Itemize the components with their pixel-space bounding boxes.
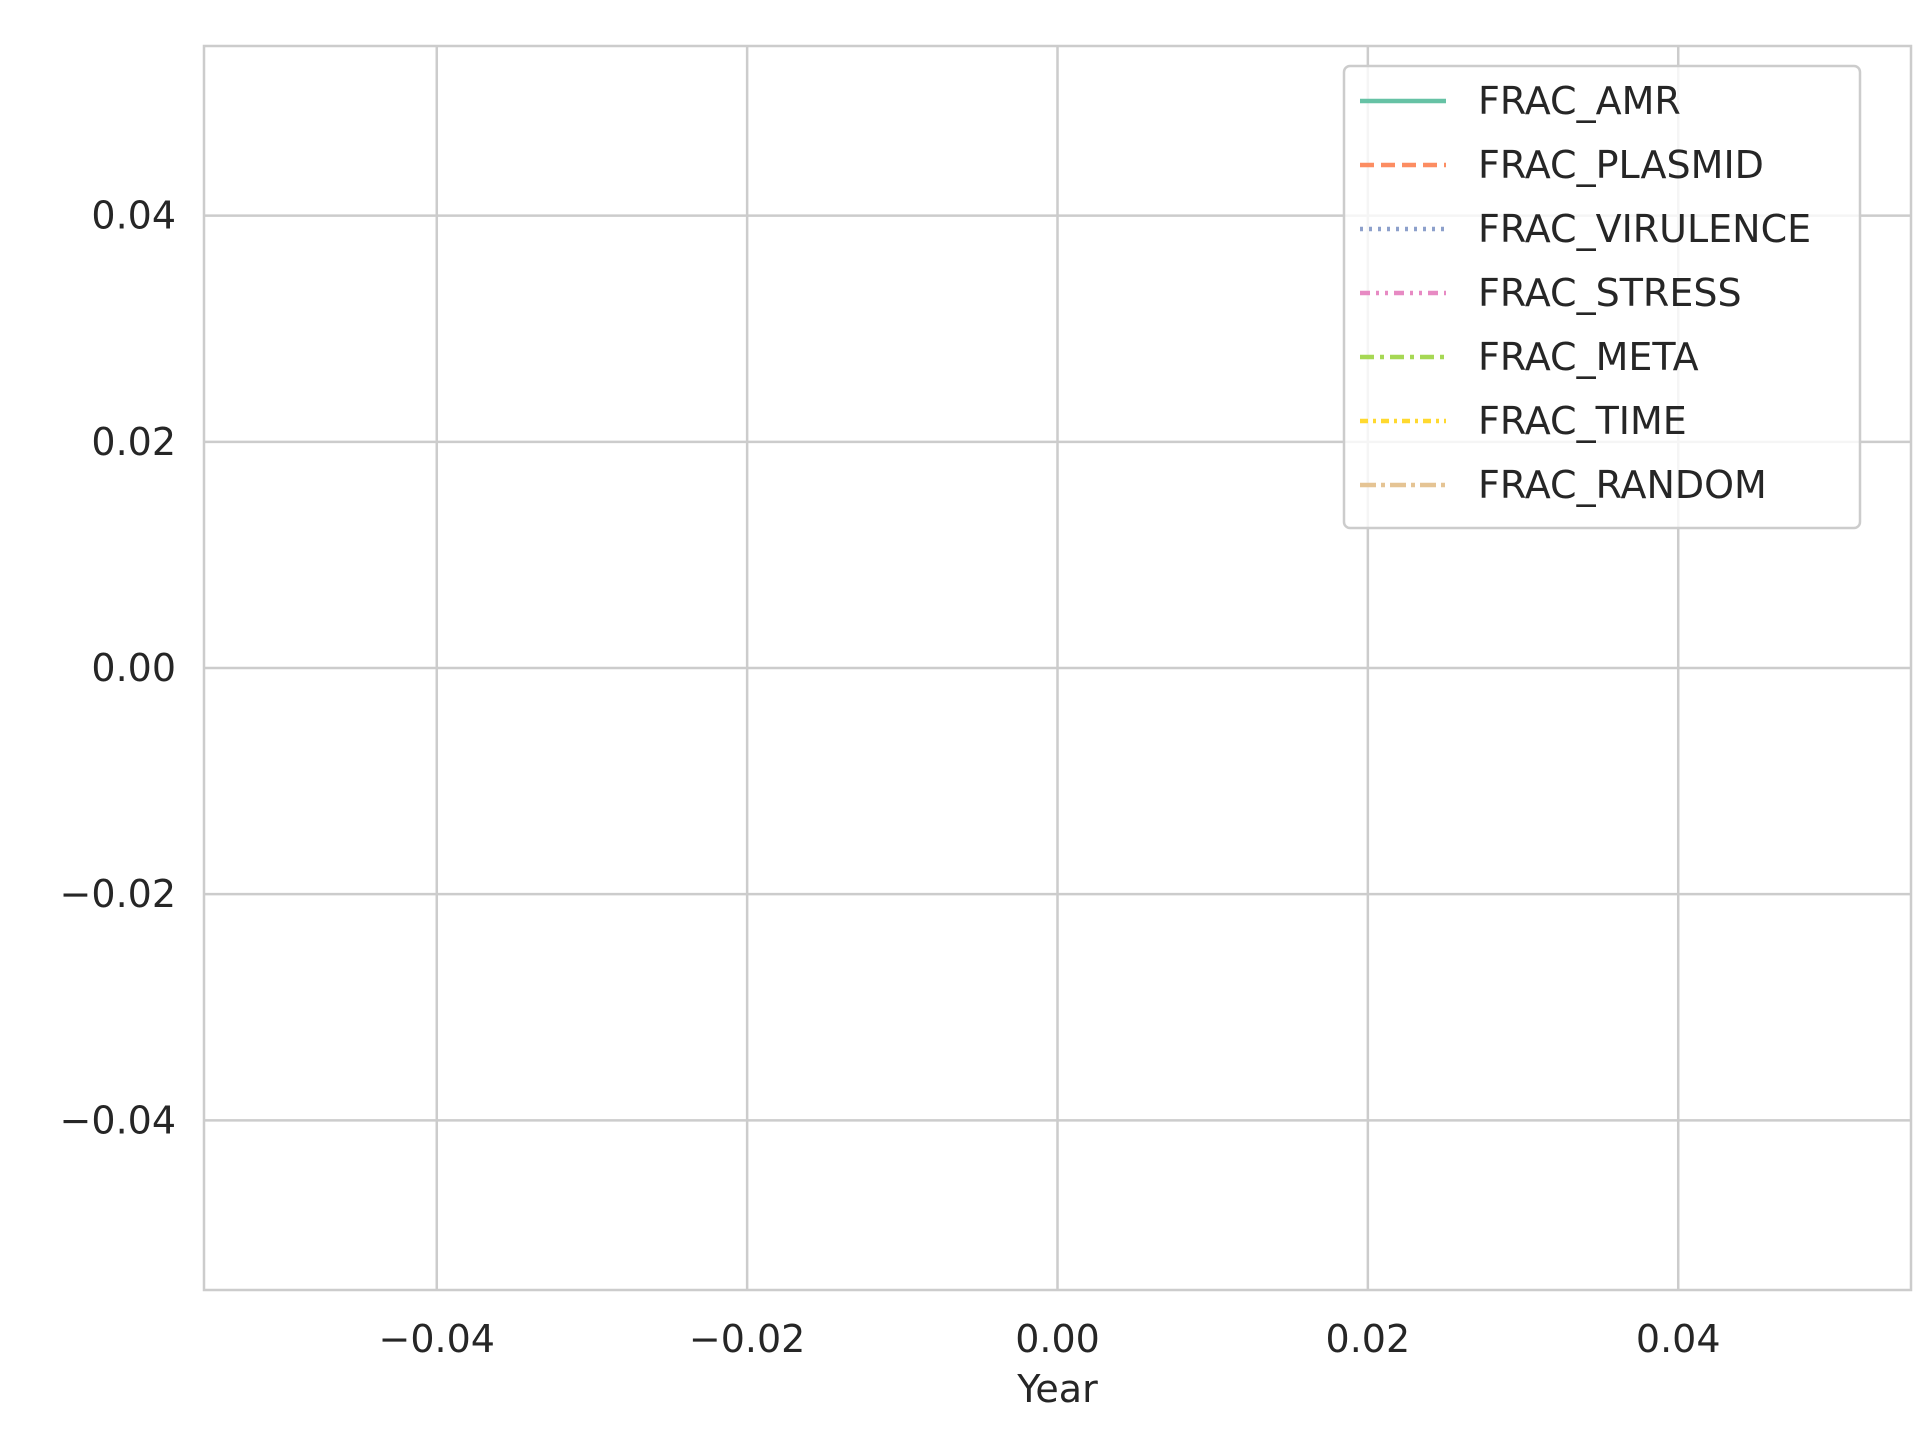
legend-label: FRAC_AMR <box>1478 79 1681 123</box>
x-tick-label: 0.02 <box>1326 1317 1411 1361</box>
x-tick-label: 0.04 <box>1636 1317 1721 1361</box>
legend-label: FRAC_RANDOM <box>1478 463 1767 507</box>
y-tick-label: −0.02 <box>60 872 176 916</box>
y-tick-label: 0.04 <box>91 194 176 238</box>
legend-label: FRAC_STRESS <box>1478 271 1742 315</box>
y-tick-label: −0.04 <box>60 1098 176 1142</box>
legend: FRAC_AMR FRAC_PLASMID FRAC_VIRULENCE FRAC_S… <box>1342 64 1862 530</box>
plot-area <box>202 44 1913 1292</box>
legend-label: FRAC_TIME <box>1478 399 1687 443</box>
legend-label: FRAC_PLASMID <box>1478 143 1764 187</box>
y-axis-ticks: −0.04 −0.02 0.00 0.02 0.04 <box>60 194 176 1143</box>
legend-label: FRAC_META <box>1478 335 1699 379</box>
legend-label: FRAC_VIRULENCE <box>1478 207 1811 251</box>
y-tick-label: 0.00 <box>91 646 176 690</box>
x-axis-ticks: −0.04 −0.02 0.00 0.02 0.04 <box>379 1317 1721 1361</box>
x-axis-label: Year <box>1016 1367 1098 1411</box>
x-tick-label: −0.04 <box>379 1317 495 1361</box>
legend-box <box>1342 64 1862 530</box>
x-tick-label: 0.00 <box>1015 1317 1100 1361</box>
x-tick-label: −0.02 <box>689 1317 805 1361</box>
y-tick-label: 0.02 <box>91 420 176 464</box>
